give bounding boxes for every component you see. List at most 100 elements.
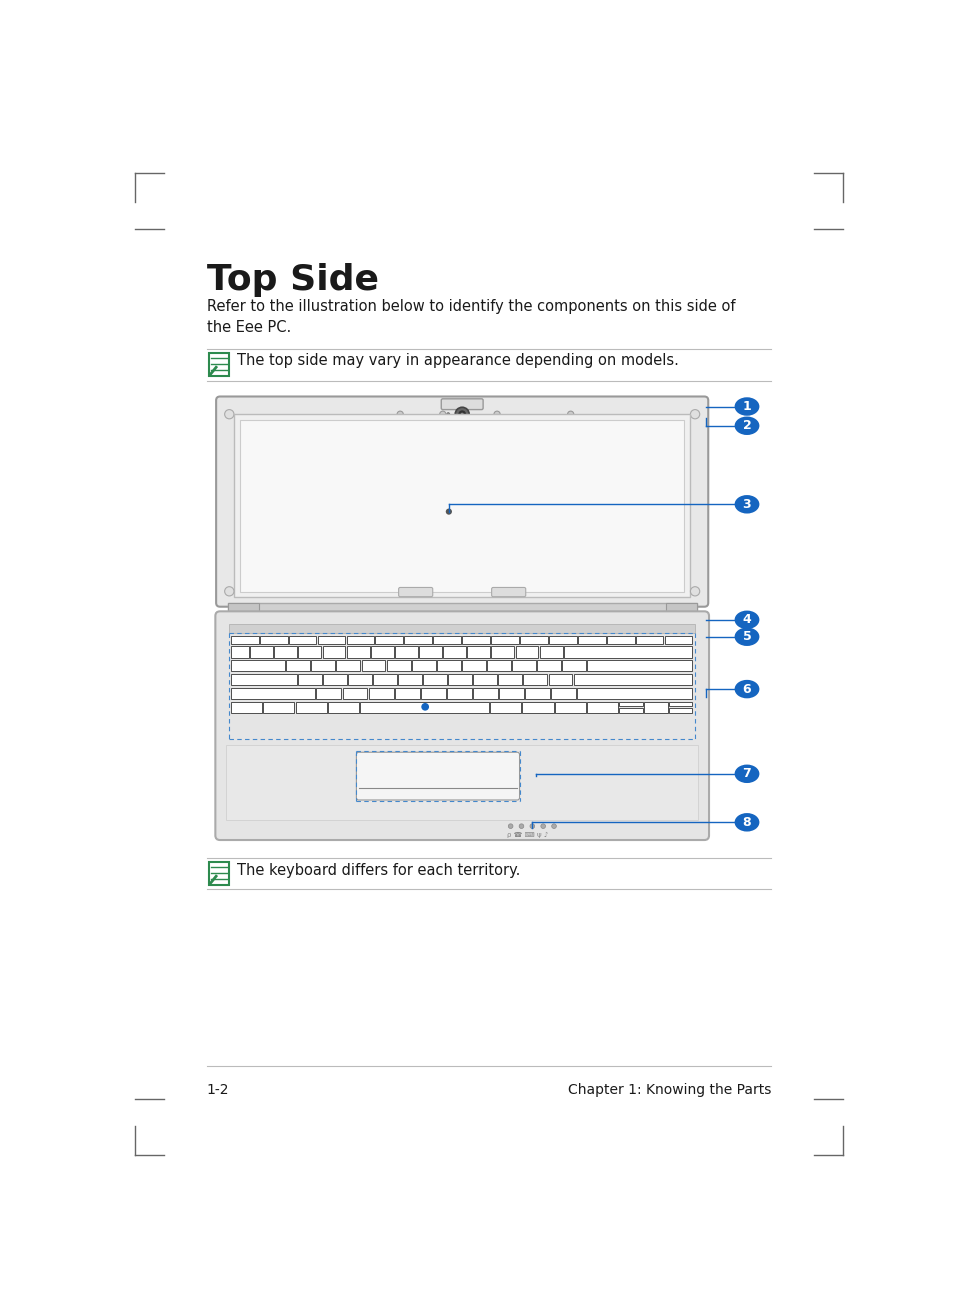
Bar (539, 647, 562, 658)
Bar (635, 635, 662, 643)
Bar (360, 702, 488, 713)
Bar (231, 702, 262, 713)
Circle shape (690, 409, 699, 419)
Text: 4: 4 (741, 613, 751, 626)
Bar (522, 702, 553, 713)
Bar (461, 660, 485, 672)
Bar (490, 702, 520, 713)
Bar (548, 635, 577, 643)
Bar (577, 688, 692, 700)
Bar (209, 354, 229, 376)
Text: 5: 5 (741, 630, 751, 643)
Bar (491, 635, 518, 643)
Circle shape (224, 409, 233, 419)
Circle shape (439, 412, 445, 417)
Bar (323, 675, 347, 685)
Circle shape (540, 825, 545, 828)
Text: The keyboard differs for each territory.: The keyboard differs for each territory. (236, 863, 520, 878)
Circle shape (421, 704, 429, 710)
Bar (473, 688, 497, 700)
Bar (263, 702, 294, 713)
Ellipse shape (734, 397, 759, 416)
Circle shape (508, 825, 513, 828)
Bar (606, 635, 634, 643)
Bar (342, 688, 367, 700)
Bar (423, 675, 447, 685)
Bar (311, 660, 335, 672)
Bar (209, 863, 229, 885)
Bar (618, 707, 642, 713)
Circle shape (494, 412, 499, 417)
Bar (250, 647, 273, 658)
Bar (289, 635, 316, 643)
Bar (322, 647, 345, 658)
Bar (551, 688, 576, 700)
Bar (386, 660, 410, 672)
Bar (519, 635, 547, 643)
Bar (548, 675, 572, 685)
Bar (274, 647, 297, 658)
Text: 1: 1 (741, 400, 751, 413)
Bar (395, 647, 417, 658)
Ellipse shape (734, 494, 759, 514)
Bar (336, 660, 360, 672)
FancyBboxPatch shape (398, 588, 433, 597)
Bar (420, 688, 445, 700)
Bar (554, 702, 585, 713)
Bar (446, 688, 471, 700)
Ellipse shape (734, 610, 759, 629)
Circle shape (455, 408, 469, 421)
Bar (259, 635, 287, 643)
Bar (228, 602, 258, 615)
Bar (563, 647, 692, 658)
Bar (226, 746, 698, 821)
Bar (668, 702, 692, 706)
Bar (664, 635, 692, 643)
Circle shape (460, 413, 463, 416)
Bar (523, 675, 547, 685)
FancyBboxPatch shape (491, 588, 525, 597)
Bar (498, 688, 523, 700)
Bar (317, 635, 345, 643)
Bar (436, 660, 460, 672)
Ellipse shape (734, 627, 759, 646)
Bar (412, 660, 436, 672)
Bar (346, 647, 369, 658)
Text: 2: 2 (741, 419, 751, 433)
Bar (297, 675, 321, 685)
Bar (461, 635, 490, 643)
Bar (361, 660, 385, 672)
Bar (348, 675, 372, 685)
Ellipse shape (734, 813, 759, 831)
Circle shape (551, 825, 556, 828)
Bar (418, 647, 441, 658)
Circle shape (457, 410, 466, 418)
FancyBboxPatch shape (216, 397, 707, 606)
Circle shape (518, 825, 523, 828)
Text: 3: 3 (741, 498, 751, 510)
Bar (286, 660, 310, 672)
Circle shape (224, 586, 233, 596)
Bar (537, 660, 560, 672)
Bar (298, 647, 321, 658)
Bar (497, 675, 522, 685)
Bar (397, 675, 421, 685)
Circle shape (530, 825, 534, 828)
Bar (371, 647, 394, 658)
Bar (486, 660, 510, 672)
Bar (231, 647, 249, 658)
Bar (240, 421, 683, 592)
Bar (231, 660, 285, 672)
Text: 8: 8 (741, 815, 751, 828)
Bar (665, 602, 696, 615)
Bar (643, 702, 667, 713)
FancyBboxPatch shape (356, 752, 519, 800)
Bar (618, 702, 642, 706)
FancyBboxPatch shape (215, 611, 708, 840)
Bar (395, 688, 419, 700)
Bar (231, 688, 314, 700)
Bar (491, 647, 514, 658)
Bar (228, 602, 696, 615)
Bar (233, 414, 690, 597)
Text: 7: 7 (741, 767, 751, 780)
